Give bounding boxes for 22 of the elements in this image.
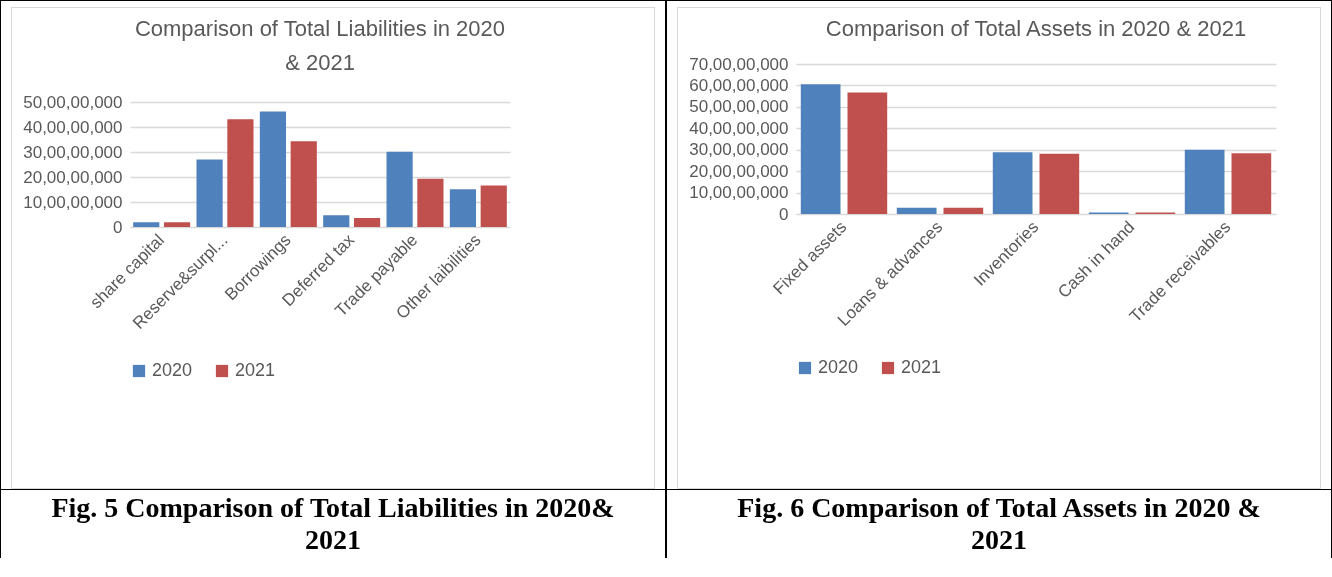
legend-label: 2021 (901, 357, 942, 377)
chart-title: Comparison of Total Liabilities in 2020 & 2021 (134, 16, 506, 75)
y-tick-label: 70,00,00,000 (689, 54, 789, 74)
y-tick-label: 10,00,00,000 (689, 183, 789, 203)
caption: Fig. 5 Comparison of Total Liabilities in 2020& 2021 (1, 489, 665, 558)
chart-title: Comparison of Total Assets in 2020 & 2021 (825, 16, 1247, 41)
y-tick-label: 0 (113, 217, 123, 237)
y-tick-label: 60,00,00,000 (689, 75, 789, 95)
y-tick-label: 0 (779, 204, 789, 224)
y-tick-label: 10,00,00,000 (23, 192, 123, 212)
y-tick-label: 30,00,00,000 (23, 142, 123, 162)
legend-label: 2020 (818, 357, 859, 377)
y-tick-label: 20,00,00,000 (689, 161, 789, 181)
y-tick-label: 50,00,00,000 (23, 92, 123, 112)
y-tick-label: 40,00,00,000 (23, 117, 123, 137)
legend-label: 2020 (152, 360, 193, 380)
caption: Fig. 6 Comparison of Total Assets in 2020 & 2021 (667, 489, 1331, 558)
legend-label: 2021 (235, 360, 276, 380)
y-tick-label: 20,00,00,000 (23, 167, 123, 187)
y-tick-label: 50,00,00,000 (689, 97, 789, 117)
y-tick-label: 30,00,00,000 (689, 140, 789, 160)
y-tick-label: 40,00,00,000 (689, 118, 789, 138)
